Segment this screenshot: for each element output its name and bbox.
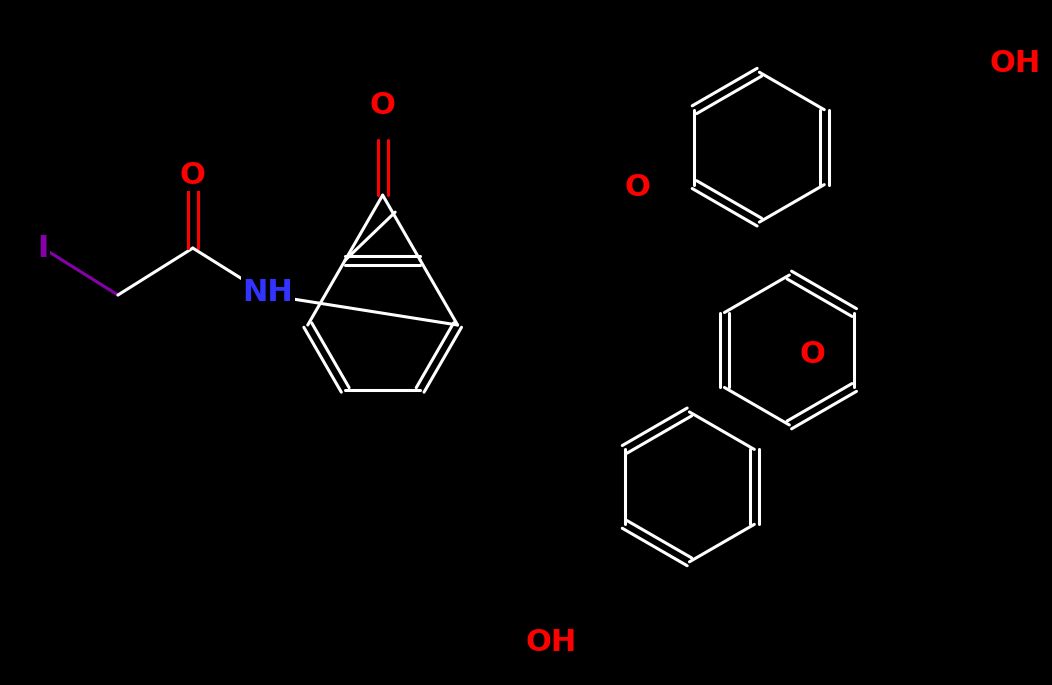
Text: I: I xyxy=(37,234,48,262)
Text: O: O xyxy=(180,161,206,190)
Text: O: O xyxy=(625,173,650,201)
Text: OH: OH xyxy=(989,49,1040,77)
Text: OH: OH xyxy=(526,628,578,657)
Text: O: O xyxy=(800,340,825,369)
Text: O: O xyxy=(369,90,396,120)
Text: NH: NH xyxy=(242,277,294,307)
